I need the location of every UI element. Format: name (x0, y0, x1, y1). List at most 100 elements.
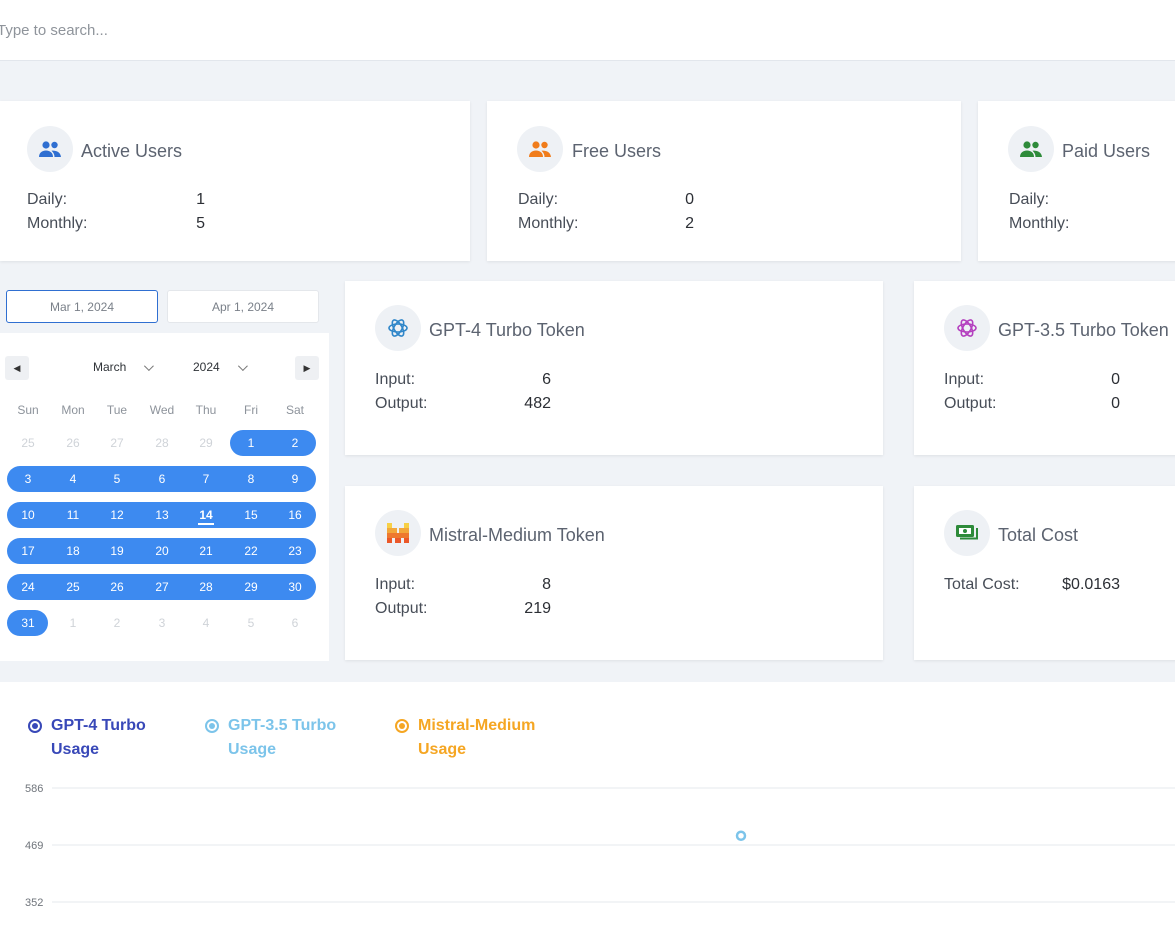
calendar-day[interactable]: 30 (288, 580, 302, 594)
range-highlight (230, 430, 316, 456)
monthly-label: Monthly: (1009, 215, 1070, 232)
calendar-day[interactable]: 6 (291, 616, 299, 630)
daily-label: Daily: (518, 191, 559, 208)
users-icon (517, 126, 563, 172)
calendar-day[interactable]: 4 (202, 616, 210, 630)
calendar-day[interactable]: 27 (110, 436, 124, 450)
weekday-label: Sun (17, 403, 39, 417)
usage-chart-panel: GPT-4 Turbo Usage GPT-3.5 Turbo Usage Mi… (0, 682, 1175, 940)
output-label: Output: (375, 395, 428, 412)
calendar-day[interactable]: 31 (21, 616, 35, 630)
calendar-day[interactable]: 21 (199, 544, 213, 558)
calendar-day[interactable]: 8 (247, 472, 255, 486)
output-label: Output: (944, 395, 997, 412)
calendar-day[interactable]: 25 (21, 436, 35, 450)
range-highlight (7, 466, 316, 492)
active-users-card: Active Users Daily: 1 Monthly: 5 (0, 101, 470, 261)
calendar-day[interactable]: 16 (288, 508, 302, 522)
search-input[interactable] (0, 16, 597, 44)
legend-gpt4-turbo[interactable]: GPT-4 Turbo Usage (28, 714, 151, 762)
year-value: 2024 (193, 360, 220, 374)
data-point[interactable] (735, 830, 747, 841)
calendar-day[interactable]: 1 (69, 616, 77, 630)
card-title: Active Users (81, 141, 183, 161)
legend-mistral-medium[interactable]: Mistral-Medium Usage (395, 714, 548, 762)
calendar-day[interactable]: 26 (66, 436, 80, 450)
calendar-day[interactable]: 26 (110, 580, 124, 594)
daily-value: 1 (196, 191, 205, 208)
weekday-label: Fri (244, 403, 258, 417)
gpt4-token-card: GPT-4 Turbo Token Input: 6 Output: 482 (345, 281, 883, 455)
calendar-day[interactable]: 17 (21, 544, 35, 558)
calendar-day[interactable]: 3 (24, 472, 32, 486)
calendar-day[interactable]: 1 (247, 436, 255, 450)
users-icon (1008, 126, 1054, 172)
calendar-day[interactable]: 10 (21, 508, 35, 522)
calendar-day[interactable]: 5 (247, 616, 255, 630)
next-month-button[interactable]: ▶ (295, 356, 319, 380)
calendar-day[interactable]: 13 (155, 508, 169, 522)
calendar-day[interactable]: 7 (202, 472, 210, 486)
output-label: Output: (375, 600, 428, 617)
y-tick-label: 352 (25, 897, 43, 909)
calendar-day[interactable]: 11 (66, 508, 80, 522)
calendar-day[interactable]: 14 (184, 502, 228, 528)
legend-label: Mistral-Medium Usage (418, 717, 536, 758)
calendar-day[interactable]: 29 (199, 436, 213, 450)
weekday-label: Tue (106, 403, 128, 417)
range-highlight (7, 502, 316, 528)
calendar-day[interactable]: 25 (66, 580, 80, 594)
calendar-day[interactable]: 19 (110, 544, 124, 558)
y-tick-label: 586 (25, 783, 43, 795)
range-highlight (7, 538, 316, 564)
calendar-day[interactable]: 18 (66, 544, 80, 558)
weekday-label: Thu (195, 403, 217, 417)
end-date-input[interactable]: Apr 1, 2024 (167, 290, 319, 323)
monthly-value: 5 (196, 215, 205, 232)
year-select[interactable]: 2024 (193, 360, 248, 374)
legend-gpt35-turbo[interactable]: GPT-3.5 Turbo Usage (205, 714, 348, 762)
calendar-day[interactable]: 29 (244, 580, 258, 594)
start-date-input[interactable]: Mar 1, 2024 (6, 290, 158, 323)
cash-icon (944, 510, 990, 556)
card-title: Free Users (572, 141, 662, 161)
weekday-label: Wed (149, 403, 175, 417)
y-tick-label: 469 (25, 840, 43, 852)
calendar-day[interactable]: 22 (244, 544, 258, 558)
legend-label: GPT-3.5 Turbo Usage (228, 717, 337, 758)
calendar-day[interactable]: 15 (244, 508, 258, 522)
calendar-day[interactable]: 3 (158, 616, 166, 630)
calendar-day[interactable]: 12 (110, 508, 124, 522)
calendar-day[interactable]: 20 (155, 544, 169, 558)
calendar-day[interactable]: 2 (113, 616, 121, 630)
calendar-day[interactable]: 27 (155, 580, 169, 594)
calendar-day[interactable]: 5 (113, 472, 121, 486)
calendar-day[interactable]: 6 (158, 472, 166, 486)
usage-chart: 586 469 352 (25, 783, 1175, 909)
output-value: 219 (524, 600, 551, 617)
card-title: GPT-3.5 Turbo Token (998, 320, 1169, 340)
openai-icon (375, 305, 421, 351)
month-value: March (93, 360, 127, 374)
calendar-day[interactable]: 23 (288, 544, 302, 558)
paid-users-card: Paid Users Daily: Monthly: (978, 101, 1175, 261)
users-icon (27, 126, 73, 172)
card-title: Paid Users (1062, 141, 1151, 161)
calendar-day[interactable]: 28 (155, 436, 169, 450)
month-select[interactable]: March (93, 360, 155, 374)
total-cost-value: $0.0163 (1062, 576, 1120, 593)
output-value: 482 (524, 395, 551, 412)
legend-marker-icon (205, 719, 219, 733)
calendar-day[interactable]: 4 (69, 472, 77, 486)
mistral-token-card: Mistral-Medium Token Input: 8 Output: 21… (345, 486, 883, 660)
monthly-label: Monthly: (27, 215, 88, 232)
calendar-day[interactable]: 9 (291, 472, 299, 486)
calendar-day[interactable]: 24 (21, 580, 35, 594)
calendar-day[interactable]: 2 (291, 436, 299, 450)
daily-value: 0 (685, 191, 694, 208)
input-label: Input: (944, 371, 985, 388)
calendar-day[interactable]: 28 (199, 580, 213, 594)
openai-icon (944, 305, 990, 351)
chevron-down-icon (237, 360, 248, 371)
prev-month-button[interactable]: ◀ (5, 356, 29, 380)
